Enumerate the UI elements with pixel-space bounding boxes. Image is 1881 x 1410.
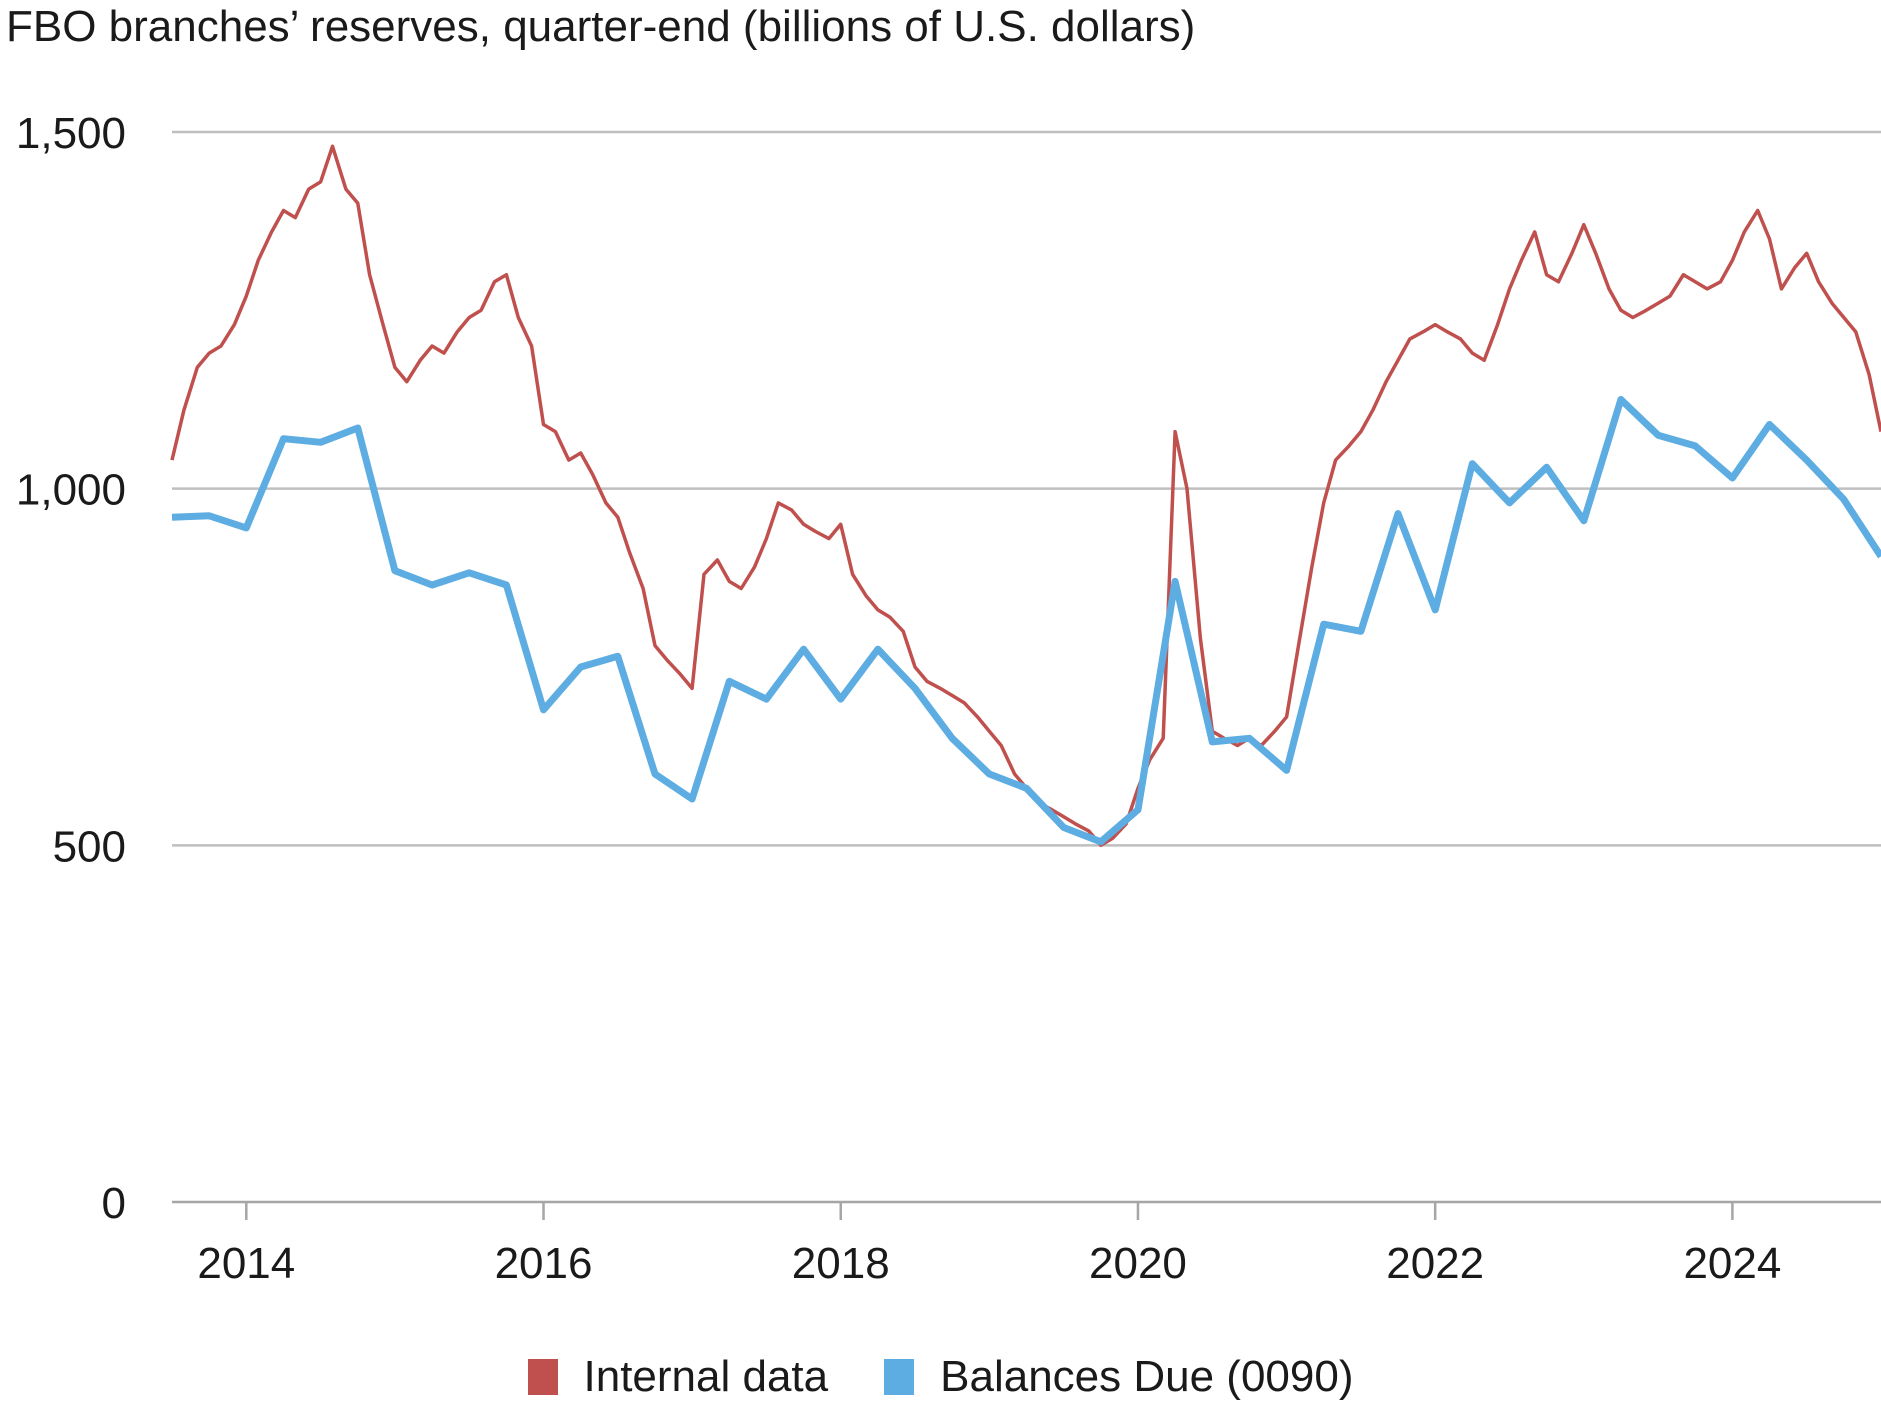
legend-label-balances-due: Balances Due (0090) (940, 1352, 1354, 1401)
line-chart: 0 500 1,000 1,500 2014 2016 2018 2020 2022 2024 (16, 109, 1881, 1288)
x-tick-label: 2014 (197, 1239, 295, 1288)
y-tick-label: 1,500 (16, 109, 126, 158)
legend-item-balances-due: Balances Due (0090) (884, 1352, 1353, 1402)
y-tick-label: 1,000 (16, 466, 126, 515)
grid-lines (172, 130, 1881, 847)
legend-item-internal-data: Internal data (527, 1352, 829, 1402)
y-axis-tick-labels: 0 500 1,000 1,500 (16, 109, 126, 1228)
legend-swatch-balances-due (884, 1359, 915, 1395)
x-axis: 2014 2016 2018 2020 2022 2024 (172, 1200, 1881, 1288)
legend-swatch-internal-data (527, 1359, 558, 1395)
legend: Internal data Balances Due (0090) (0, 1352, 1881, 1402)
x-tick-label: 2016 (495, 1239, 593, 1288)
x-tick-label: 2020 (1089, 1239, 1187, 1288)
y-tick-label: 500 (53, 822, 126, 871)
series-line-balances (171, 396, 1881, 846)
legend-label-internal-data: Internal data (583, 1352, 829, 1401)
x-tick-label: 2022 (1386, 1239, 1484, 1288)
series-line-internal (170, 144, 1881, 848)
series-lines (170, 144, 1881, 848)
x-tick-label: 2018 (792, 1239, 890, 1288)
chart-title: FBO branches’ reserves, quarter-end (bil… (6, 2, 1196, 51)
y-tick-label: 0 (102, 1179, 126, 1228)
x-tick-label: 2024 (1683, 1239, 1781, 1288)
